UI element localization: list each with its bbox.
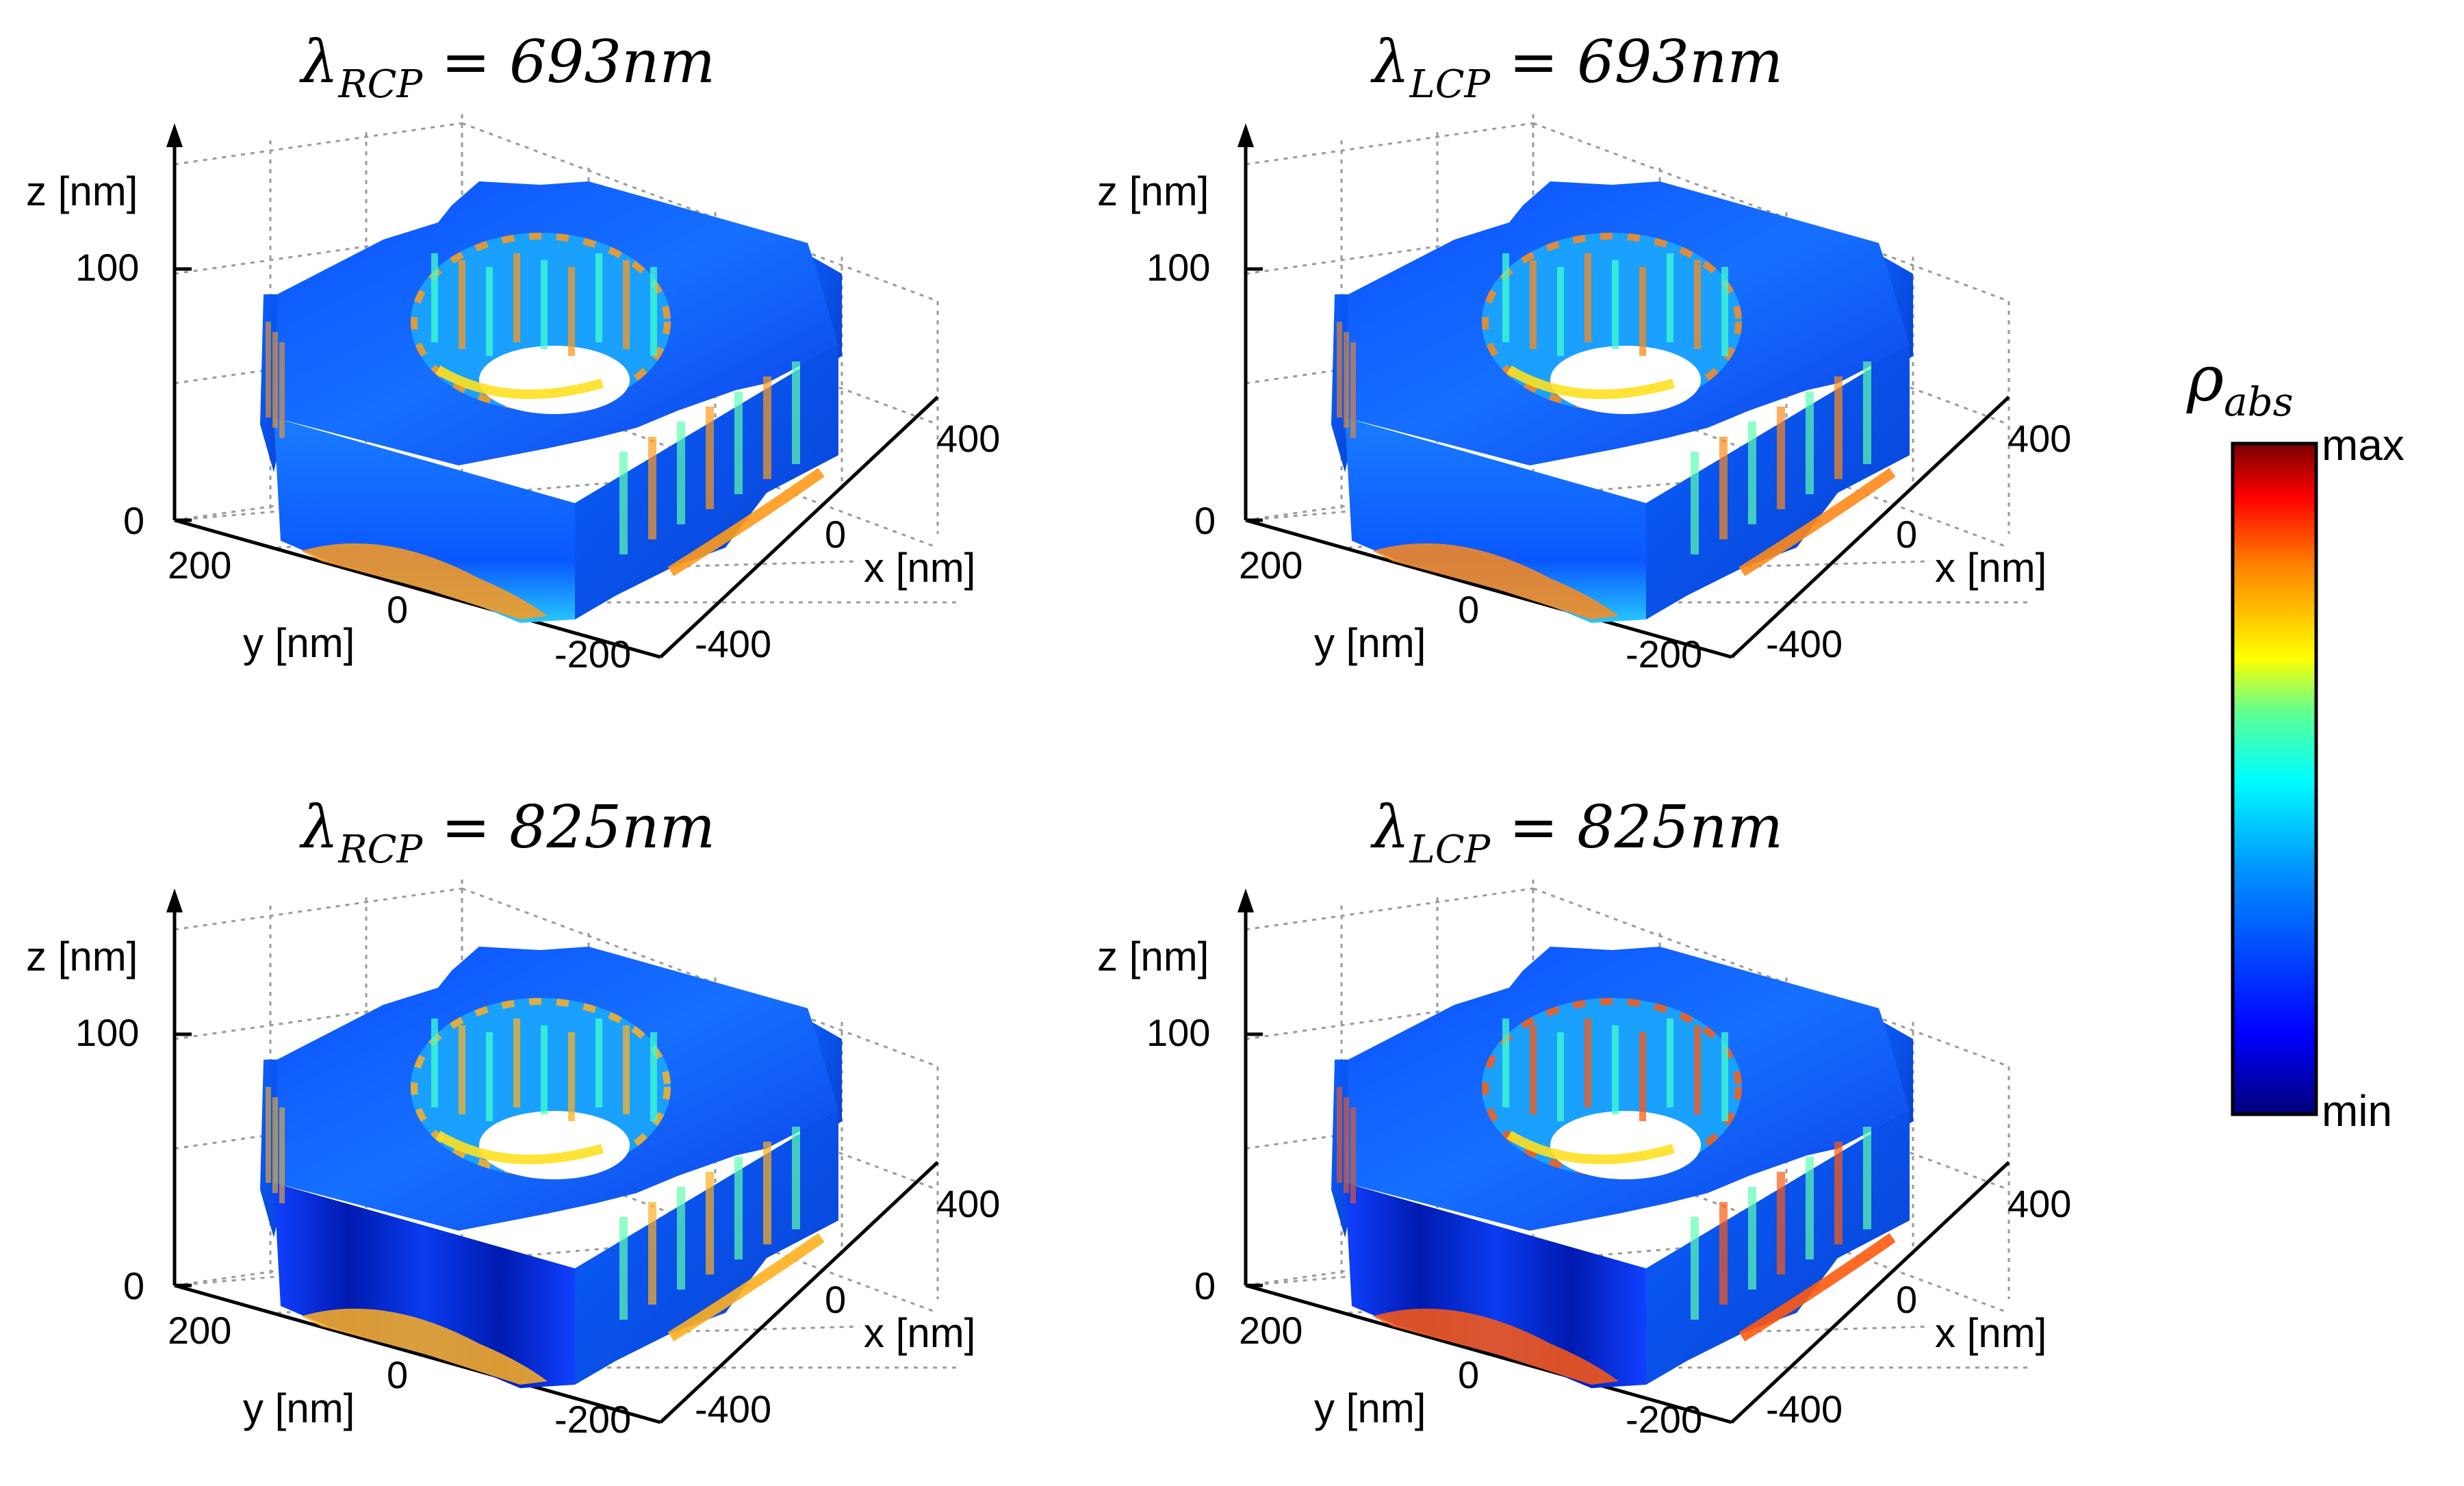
x-tick-label: 400 xyxy=(936,1182,1000,1225)
axes xyxy=(1237,888,2010,1424)
x-tick-label: 400 xyxy=(2007,1182,2071,1225)
panel-title: λLCP = 825nm xyxy=(1370,793,1783,872)
z-tick-label: 0 xyxy=(123,1264,144,1307)
y-tick-label: 200 xyxy=(168,543,231,587)
panel-4: λLCP = 825nm z [nm] y [nm] x [nm] 100 0 200 0 -2… xyxy=(1097,793,2071,1441)
panel-title: λRCP = 693nm xyxy=(299,28,715,107)
x-axis-label: x [nm] xyxy=(864,545,975,591)
y-tick-label: -200 xyxy=(1626,632,1702,676)
panel-2: λLCP = 693nm z [nm] y [nm] x [nm] 100 0 200 0 -2… xyxy=(1097,28,2071,676)
panel-title: λLCP = 693nm xyxy=(1370,28,1783,107)
panel-title: λRCP = 825nm xyxy=(299,793,715,872)
x-tick-label: 0 xyxy=(825,513,846,556)
x-tick-label: -400 xyxy=(695,1387,771,1431)
z-tick-label: 100 xyxy=(1146,246,1210,289)
y-tick-label: 200 xyxy=(1239,543,1302,587)
x-tick-label: -400 xyxy=(695,622,771,665)
panel-3: λRCP = 825nm z [nm] y [nm] x [nm] 100 0 200 0 -2… xyxy=(26,793,1000,1441)
y-tick-label: -200 xyxy=(554,632,631,676)
y-axis-label: y [nm] xyxy=(1314,620,1426,666)
z-axis-label: z [nm] xyxy=(26,168,138,214)
y-axis-label: y [nm] xyxy=(243,1385,355,1431)
colorbar-gradient xyxy=(2231,441,2318,1116)
y-tick-label: 200 xyxy=(1239,1309,1302,1352)
x-tick-label: 0 xyxy=(825,1278,846,1321)
y-tick-label: 0 xyxy=(1458,588,1479,631)
y-tick-label: -200 xyxy=(1626,1398,1702,1441)
x-tick-label: 400 xyxy=(2007,417,2071,460)
x-axis-label: x [nm] xyxy=(1935,1310,2046,1356)
y-tick-label: 200 xyxy=(168,1309,231,1352)
z-tick-label: 100 xyxy=(1146,1011,1210,1054)
y-axis-label: y [nm] xyxy=(243,620,355,666)
z-tick-label: 0 xyxy=(123,499,144,542)
x-axis-label: x [nm] xyxy=(864,1310,975,1356)
y-tick-label: 0 xyxy=(387,1353,408,1396)
z-axis-label: z [nm] xyxy=(1097,934,1209,979)
colorbar: ρabs max min xyxy=(2186,342,2404,1136)
x-tick-label: 0 xyxy=(1896,1278,1917,1321)
x-tick-label: -400 xyxy=(1766,1387,1843,1431)
z-axis-label: z [nm] xyxy=(26,934,138,979)
axes xyxy=(166,888,939,1424)
z-tick-label: 100 xyxy=(75,1011,139,1054)
absorption-density-render xyxy=(260,181,842,623)
x-tick-label: 400 xyxy=(936,417,1000,460)
y-axis-label: y [nm] xyxy=(1314,1385,1426,1431)
z-tick-label: 0 xyxy=(1194,1264,1216,1307)
z-axis-label: z [nm] xyxy=(1097,168,1209,214)
axes xyxy=(166,123,939,659)
z-tick-label: 100 xyxy=(75,246,139,289)
x-tick-label: -400 xyxy=(1766,622,1843,665)
x-axis-label: x [nm] xyxy=(1935,545,2046,591)
y-tick-label: -200 xyxy=(554,1398,631,1441)
absorption-density-render xyxy=(1331,181,1913,623)
panel-1: λRCP = 693nm z [nm] y [nm] x [nm] 100 0 200 0 -2… xyxy=(26,28,1000,676)
y-tick-label: 0 xyxy=(387,588,408,631)
colorbar-min-label: min xyxy=(2322,1086,2392,1136)
z-tick-label: 0 xyxy=(1194,499,1216,542)
x-tick-label: 0 xyxy=(1896,513,1917,556)
axes xyxy=(1237,123,2010,659)
colorbar-title: ρabs xyxy=(2186,342,2294,425)
absorption-density-render xyxy=(1331,947,1913,1388)
absorption-density-render xyxy=(260,947,842,1388)
colorbar-max-label: max xyxy=(2322,420,2404,470)
y-tick-label: 0 xyxy=(1458,1353,1479,1396)
